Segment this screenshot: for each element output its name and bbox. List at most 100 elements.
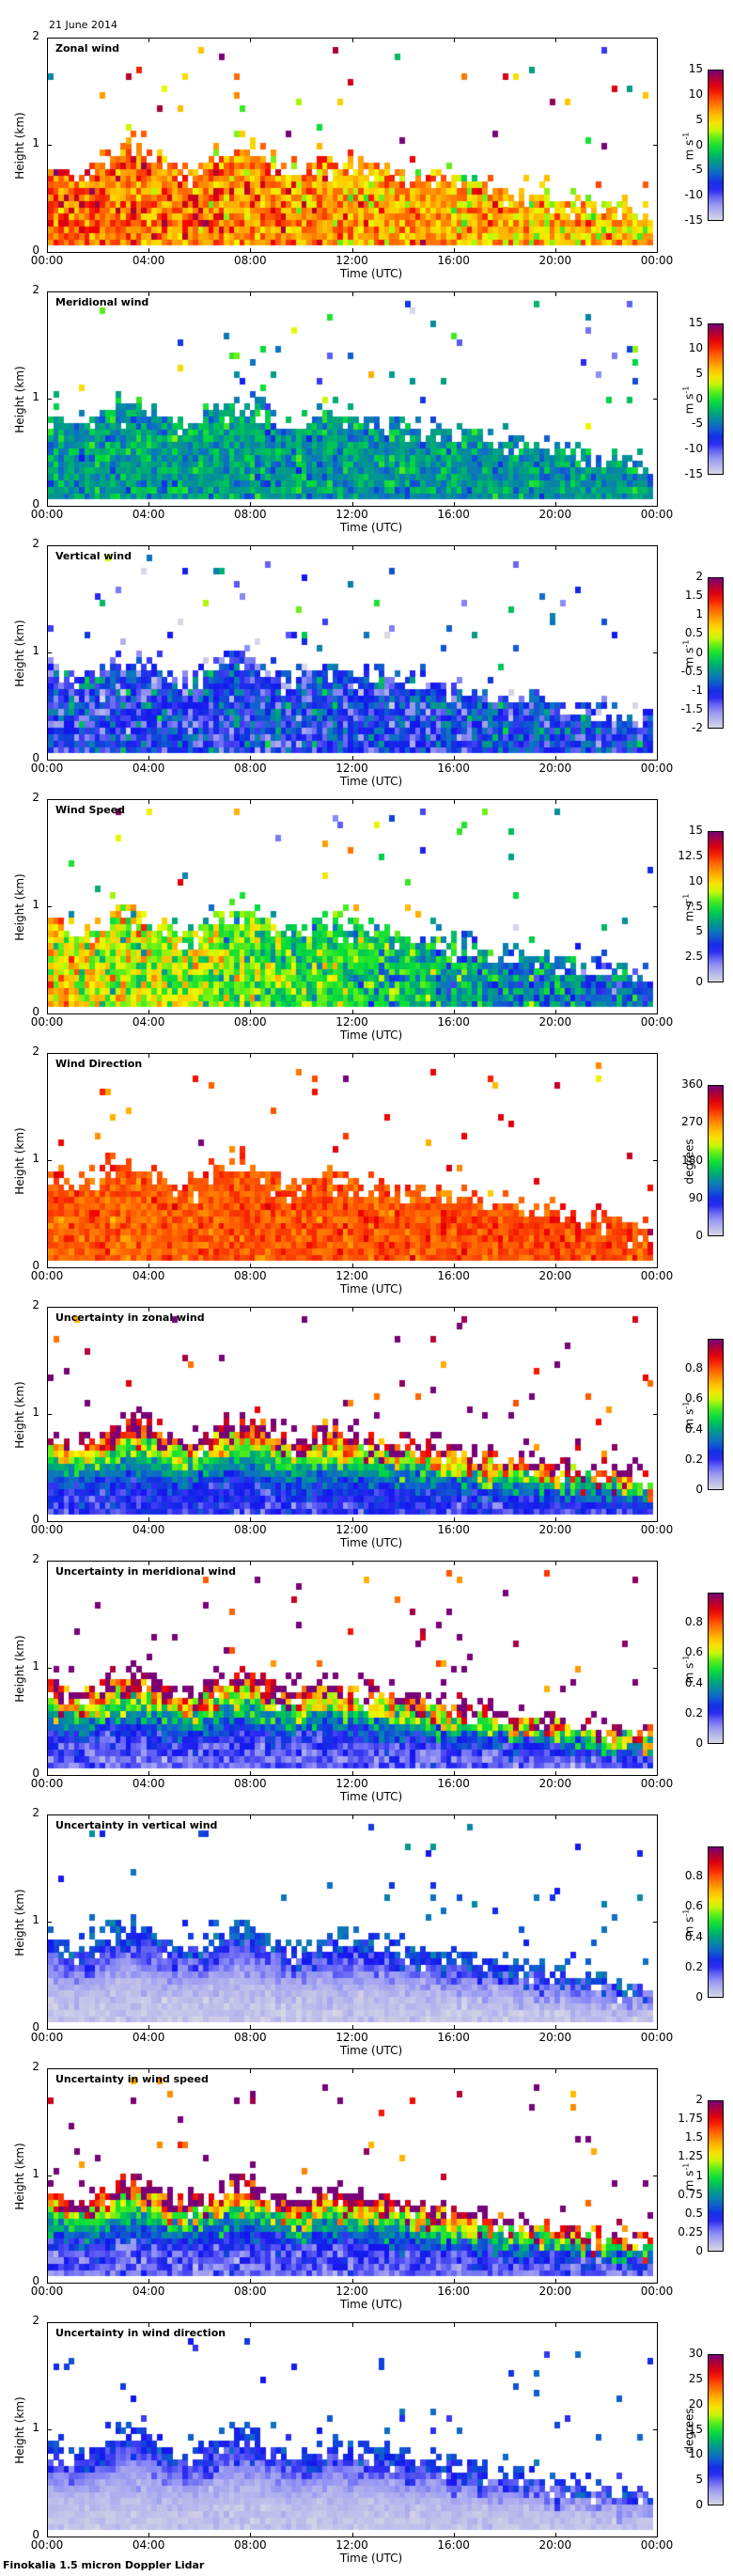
colorbar-unit: m s (682, 901, 696, 922)
colorbar-tick-label: 15 (688, 824, 703, 837)
colorbar-tick-label: 0.75 (678, 2187, 703, 2201)
x-tick-mark (351, 756, 353, 761)
x-tick-mark (148, 248, 150, 253)
y-tick-label: 2 (32, 1552, 39, 1565)
colorbar-tick-label: 0 (695, 391, 703, 405)
heatmap-plot: Wind Direction (47, 1053, 658, 1268)
y-tick-label: 1 (32, 1913, 39, 1926)
x-tick-label: 04:00 (132, 254, 165, 267)
x-tick-label: 16:00 (437, 2031, 470, 2044)
y-tick-label: 2 (32, 1806, 39, 1819)
panel-4: Wind Direction 0 1 2 00:00 04:00 08:00 12:00 16:… (0, 1045, 733, 1307)
x-axis-label: Time (UTC) (339, 267, 403, 280)
panel-title: Zonal wind (55, 42, 120, 55)
x-tick-mark (554, 291, 556, 296)
x-tick-mark (351, 2533, 353, 2537)
y-tick-label: 0 (32, 497, 39, 510)
x-tick-label: 04:00 (132, 508, 165, 521)
y-tick-mark (653, 399, 658, 400)
x-tick-label: 20:00 (538, 1777, 572, 1790)
x-tick-label: 12:00 (335, 1015, 368, 1029)
colorbar (708, 1339, 724, 1490)
colorbar-tick-label: 5 (695, 924, 703, 938)
x-tick-mark (250, 1307, 252, 1312)
x-tick-mark (148, 1771, 150, 1776)
x-tick-mark (250, 1771, 252, 1776)
colorbar-tick-label: 2 (695, 570, 703, 583)
colorbar-unit: m s (682, 1662, 696, 1684)
x-tick-mark (148, 2322, 150, 2327)
colorbar-unit: m s (682, 1916, 696, 1938)
x-tick-mark (554, 1053, 556, 1058)
x-tick-mark (453, 502, 455, 507)
x-tick-mark (453, 2322, 455, 2327)
x-tick-label: 16:00 (437, 1777, 470, 1790)
colorbar-tick-label: 30 (688, 2347, 703, 2360)
x-tick-label: 12:00 (335, 2538, 368, 2552)
x-tick-label: 08:00 (234, 508, 267, 521)
x-tick-mark (554, 2322, 556, 2327)
x-tick-mark (453, 1264, 455, 1268)
x-tick-mark (250, 1053, 252, 1058)
colorbar-tick-label: 0.6 (684, 1645, 703, 1659)
panel-6: Uncertainty in meridional wind 0 1 2 00:00 04… (0, 1552, 733, 1814)
x-tick-label: 20:00 (538, 2285, 572, 2298)
y-tick-mark (47, 399, 52, 400)
panel-title: Vertical wind (55, 550, 133, 562)
y-tick-label: 2 (32, 791, 39, 804)
colorbar-tick-label: 0 (695, 1990, 703, 2003)
y-tick-label: 1 (32, 644, 39, 657)
x-tick-mark (148, 1010, 150, 1014)
x-tick-mark (351, 1561, 353, 1565)
x-tick-label: 04:00 (132, 1015, 165, 1029)
colorbar-tick-label: -15 (684, 213, 703, 227)
colorbar (708, 1593, 724, 1744)
y-tick-label: 2 (32, 2060, 39, 2073)
x-tick-mark (351, 1053, 353, 1058)
x-tick-mark (250, 291, 252, 296)
colorbar-tick-label: 12.5 (678, 848, 703, 862)
heatmap-cells (48, 292, 657, 506)
y-tick-mark (653, 2175, 658, 2176)
x-tick-mark (453, 2533, 455, 2537)
x-tick-label: 00:00 (30, 508, 64, 521)
x-axis-label: Time (UTC) (339, 2044, 403, 2057)
x-tick-mark (148, 38, 150, 42)
x-tick-mark (351, 1771, 353, 1776)
colorbar-tick-label: -5 (692, 163, 703, 177)
y-tick-label: 2 (32, 1298, 39, 1312)
colorbar-label: degrees (682, 2398, 696, 2464)
heatmap-plot: Meridional wind (47, 291, 658, 507)
colorbar-unit-exponent: -1 (681, 1655, 691, 1663)
x-tick-mark (351, 502, 353, 507)
y-tick-mark (47, 1414, 52, 1415)
x-tick-label: 08:00 (234, 1015, 267, 1029)
x-tick-mark (453, 1307, 455, 1312)
colorbar-tick-label: -10 (684, 188, 703, 202)
x-tick-mark (250, 2322, 252, 2327)
panel-title: Uncertainty in wind direction (55, 2327, 226, 2339)
x-tick-mark (148, 2025, 150, 2030)
y-tick-label: 1 (32, 898, 39, 911)
x-tick-label: 04:00 (132, 2285, 165, 2298)
panel-title: Uncertainty in zonal wind (55, 1312, 205, 1324)
x-tick-label: 08:00 (234, 1777, 267, 1790)
colorbar-unit-exponent: -1 (681, 639, 691, 648)
x-tick-mark (148, 2279, 150, 2284)
y-axis-label: Height (km) (13, 112, 26, 180)
colorbar-unit: m s (682, 2170, 696, 2191)
colorbar-tick-label: 0.6 (684, 1899, 703, 1913)
x-tick-label: 00:00 (30, 2285, 64, 2298)
y-tick-mark (653, 1414, 658, 1415)
heatmap-cells (48, 2069, 657, 2283)
x-tick-mark (250, 1814, 252, 1819)
heatmap-plot: Uncertainty in vertical wind (47, 1814, 658, 2030)
x-tick-mark (554, 1561, 556, 1565)
y-tick-mark (47, 906, 52, 907)
x-tick-label: 00:00 (30, 2538, 64, 2552)
y-tick-mark (653, 2429, 658, 2430)
colorbar-tick-label: 0.8 (684, 1615, 703, 1629)
x-tick-mark (351, 2025, 353, 2030)
colorbar-tick-label: 0 (695, 645, 703, 659)
colorbar-tick-label: 15 (688, 2422, 703, 2436)
